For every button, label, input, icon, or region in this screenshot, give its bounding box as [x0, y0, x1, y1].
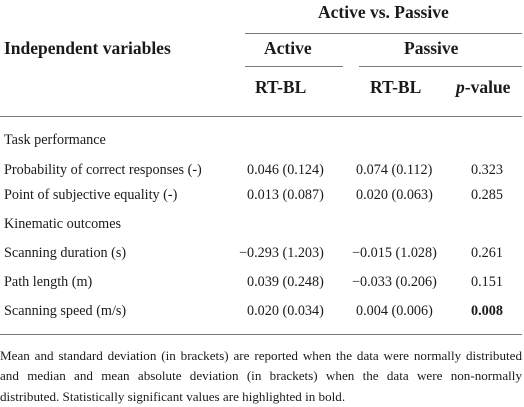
col-header-passive: Passive	[404, 38, 459, 58]
passive-value: 0.020 (0.063)	[356, 187, 433, 203]
section-title-kinematic-outcomes: Kinematic outcomes	[4, 216, 122, 232]
subheader-active-rtbl: RT-BL	[255, 77, 307, 97]
p-value: 0.151	[471, 274, 503, 290]
row-label: Scanning duration (s)	[4, 245, 127, 261]
row-header: Independent variables	[4, 38, 171, 58]
passive-value: −0.033 (0.206)	[352, 274, 437, 290]
p-value: 0.323	[471, 162, 503, 178]
active-value: 0.046 (0.124)	[247, 162, 324, 178]
active-value: 0.039 (0.248)	[247, 274, 324, 290]
active-value: −0.293 (1.203)	[239, 245, 324, 261]
active-value: 0.013 (0.087)	[247, 187, 324, 203]
header-bottom-rule	[0, 116, 522, 117]
row-label: Probability of correct responses (-)	[4, 162, 202, 178]
pvalue-italic-p: p	[456, 77, 465, 97]
p-value: 0.261	[471, 245, 503, 261]
row-label: Path length (m)	[4, 274, 93, 290]
section-title-task-performance: Task performance	[4, 132, 106, 148]
active-subrule	[245, 66, 343, 67]
row-label: Scanning speed (m/s)	[4, 303, 127, 319]
table-footnote: Mean and standard deviation (in brackets…	[0, 348, 522, 404]
pvalue-suffix: -value	[464, 77, 511, 97]
group-header: Active vs. Passive	[318, 2, 449, 22]
subheader-passive-rtbl: RT-BL	[370, 77, 422, 97]
active-value: 0.020 (0.034)	[247, 303, 324, 319]
p-value-significant: 0.008	[471, 303, 503, 319]
p-value: 0.285	[471, 187, 503, 203]
passive-value: 0.074 (0.112)	[356, 162, 433, 178]
col-header-active: Active	[264, 38, 312, 58]
passive-subrule	[359, 66, 522, 67]
subheader-pvalue: p-value	[456, 77, 510, 98]
passive-value: −0.015 (1.028)	[352, 245, 437, 261]
row-label: Point of subjective equality (-)	[4, 187, 178, 203]
group-header-rule	[245, 33, 522, 34]
passive-value: 0.004 (0.006)	[356, 303, 433, 319]
table-bottom-rule	[0, 334, 522, 335]
